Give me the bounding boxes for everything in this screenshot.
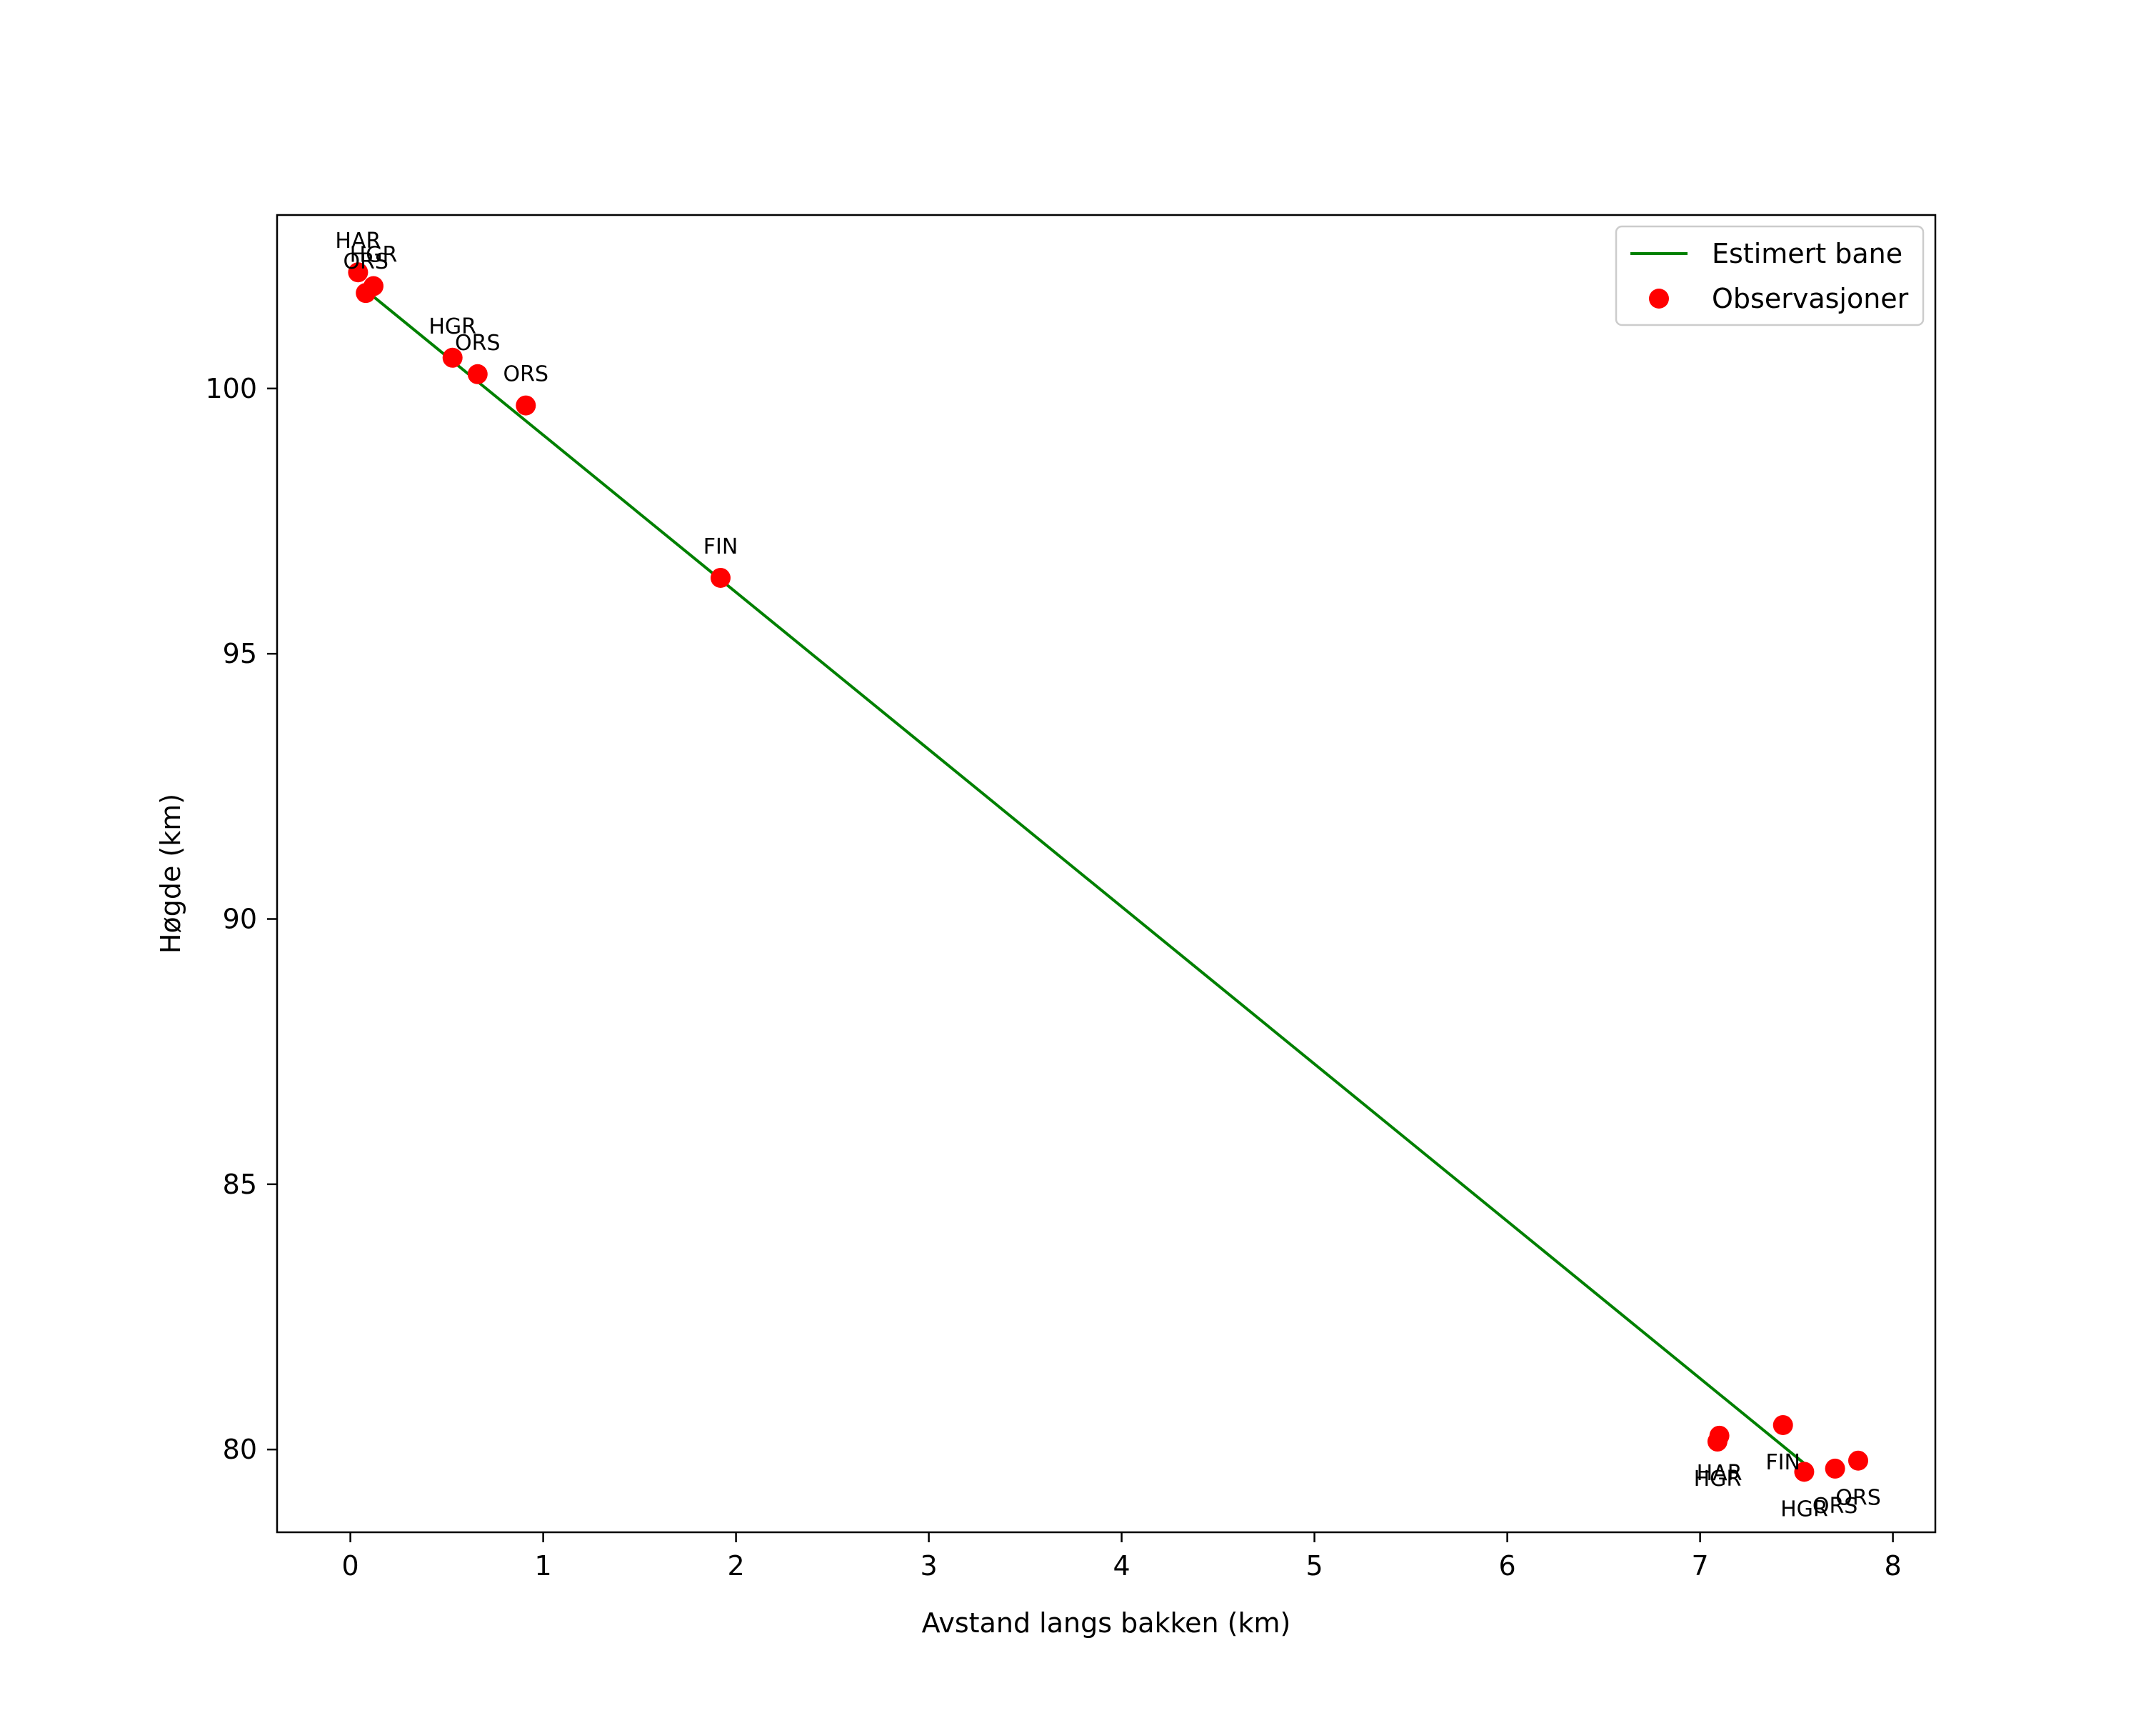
x-axis-label: Avstand langs bakken (km) bbox=[922, 1607, 1291, 1639]
observation-station-label: ORS bbox=[343, 249, 388, 274]
observation-point bbox=[711, 567, 731, 588]
y-tick-label: 100 bbox=[205, 373, 257, 404]
observation-point bbox=[516, 395, 536, 416]
legend-label-observasjoner: Observasjoner bbox=[1712, 283, 1909, 314]
x-tick-label: 0 bbox=[342, 1550, 359, 1582]
legend-marker-swatch bbox=[1649, 289, 1669, 309]
observation-point bbox=[356, 283, 376, 304]
legend: Estimert bane Observasjoner bbox=[1615, 225, 1925, 326]
y-tick-label: 90 bbox=[223, 903, 257, 934]
observation-station-label: HGR bbox=[428, 314, 476, 339]
observation-point bbox=[348, 262, 368, 283]
x-tick-label: 6 bbox=[1499, 1550, 1516, 1582]
legend-label-estimert-bane: Estimert bane bbox=[1712, 238, 1902, 269]
y-tick-label: 85 bbox=[223, 1169, 257, 1200]
y-tick-label: 80 bbox=[223, 1434, 257, 1465]
observation-station-label: FIN bbox=[1765, 1450, 1800, 1475]
observation-point bbox=[1773, 1414, 1793, 1435]
observation-station-label: HGR bbox=[1694, 1467, 1742, 1492]
estimated-trajectory-line bbox=[364, 289, 1811, 1469]
x-tick-label: 7 bbox=[1692, 1550, 1709, 1582]
y-axis-label: Høgde (km) bbox=[155, 794, 186, 954]
observation-station-label: HAR bbox=[335, 229, 381, 254]
x-tick-label: 8 bbox=[1885, 1550, 1902, 1582]
observation-station-label: HGR bbox=[1780, 1497, 1828, 1522]
x-tick-label: 2 bbox=[728, 1550, 745, 1582]
axes-frame bbox=[276, 214, 1937, 1534]
observation-point bbox=[1707, 1432, 1728, 1452]
y-tick-label: 95 bbox=[223, 638, 257, 669]
observation-point bbox=[467, 364, 488, 384]
y-axis-ticks: 80 85 90 95 100 bbox=[205, 373, 277, 1465]
x-axis-ticks: 0 1 2 3 4 5 6 7 8 bbox=[342, 1532, 1902, 1582]
legend-box bbox=[1615, 225, 1925, 326]
x-tick-label: 4 bbox=[1113, 1550, 1130, 1582]
observation-point bbox=[1848, 1450, 1868, 1471]
observation-point bbox=[1794, 1462, 1815, 1482]
x-tick-label: 3 bbox=[921, 1550, 938, 1582]
observation-station-label: ORS bbox=[503, 362, 549, 387]
observation-station-label: FIN bbox=[703, 534, 738, 559]
observation-station-label: ORS bbox=[1835, 1486, 1881, 1511]
observation-station-label: HAR bbox=[1697, 1461, 1743, 1486]
observation-station-label: ORS bbox=[455, 331, 501, 356]
observation-point bbox=[1825, 1458, 1845, 1479]
observation-point bbox=[442, 347, 463, 368]
x-tick-label: 1 bbox=[535, 1550, 552, 1582]
x-tick-label: 5 bbox=[1306, 1550, 1323, 1582]
observation-station-label: HGR bbox=[350, 243, 398, 268]
observation-station-label: ORS bbox=[1812, 1494, 1858, 1519]
